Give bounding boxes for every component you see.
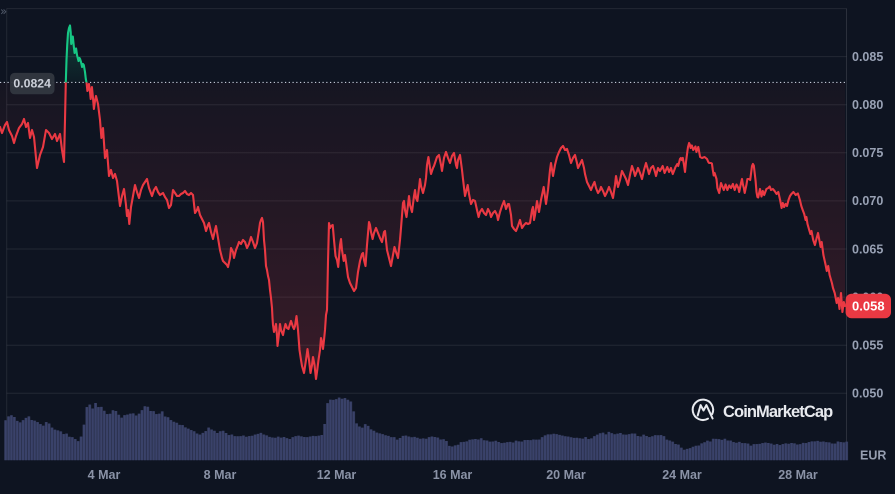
svg-text:20 Mar: 20 Mar	[546, 468, 586, 482]
svg-text:12 Mar: 12 Mar	[317, 468, 357, 482]
svg-text:8 Mar: 8 Mar	[204, 468, 237, 482]
svg-text:0.080: 0.080	[852, 98, 883, 112]
svg-text:4 Mar: 4 Mar	[88, 468, 121, 482]
svg-text:CoinMarketCap: CoinMarketCap	[723, 403, 833, 421]
svg-text:28 Mar: 28 Mar	[778, 468, 818, 482]
svg-text:EUR: EUR	[860, 449, 886, 463]
svg-text:0.058: 0.058	[852, 299, 885, 314]
svg-text:0.075: 0.075	[852, 146, 883, 160]
svg-text:0.065: 0.065	[852, 242, 883, 256]
svg-text:0.070: 0.070	[852, 194, 883, 208]
svg-text:0.055: 0.055	[852, 339, 883, 353]
svg-text:0.085: 0.085	[852, 50, 883, 64]
svg-text:0.0824: 0.0824	[13, 76, 51, 90]
svg-text:0.050: 0.050	[852, 387, 883, 401]
svg-text:16 Mar: 16 Mar	[433, 468, 473, 482]
svg-text:24 Mar: 24 Mar	[662, 468, 702, 482]
